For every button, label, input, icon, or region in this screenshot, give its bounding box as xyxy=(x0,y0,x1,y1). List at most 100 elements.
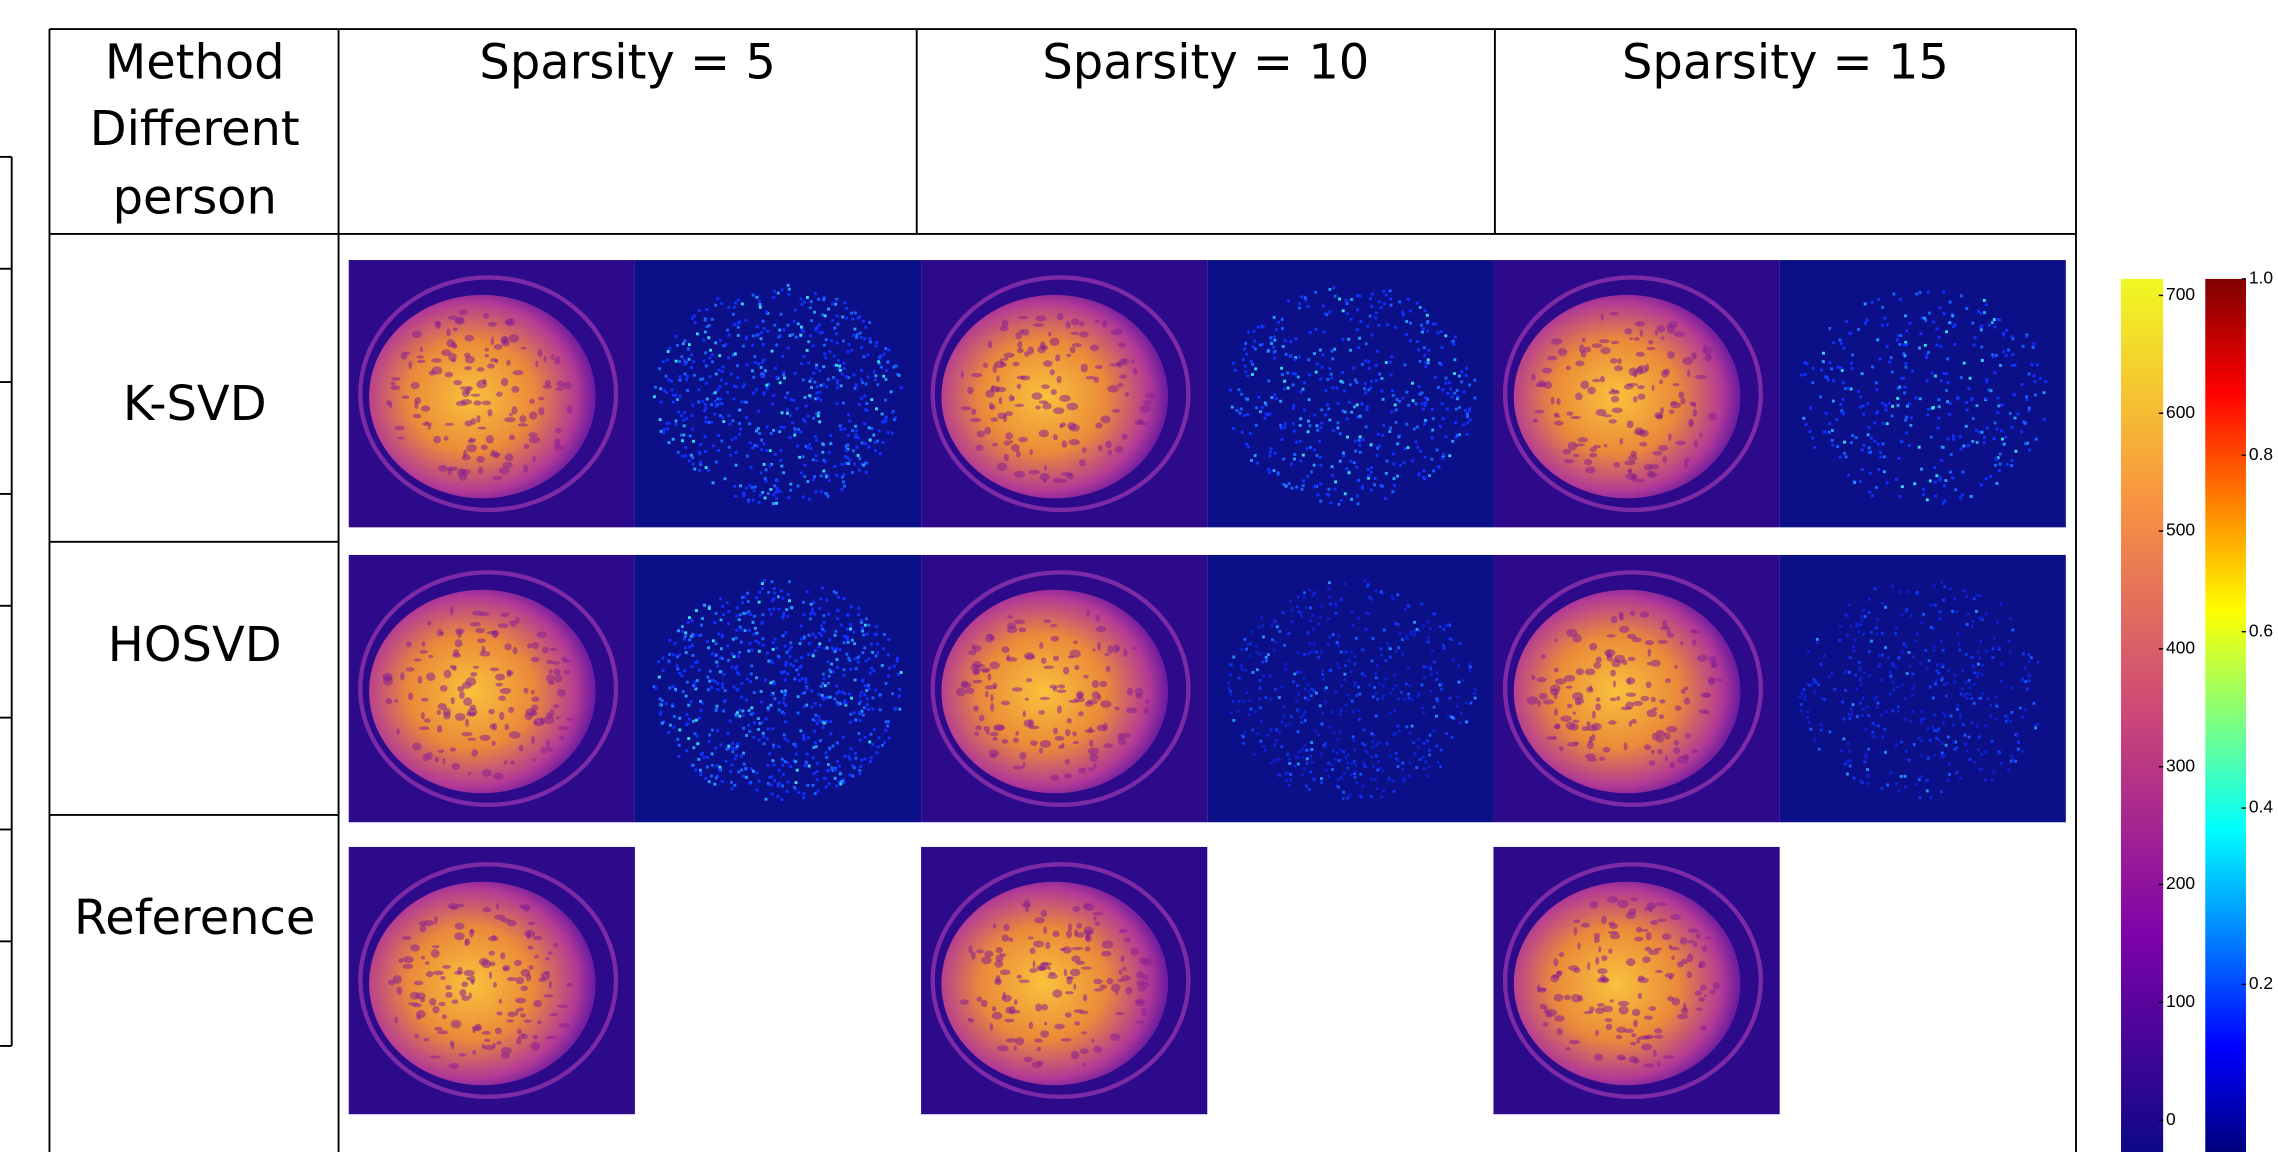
error-dot xyxy=(743,629,747,633)
error-dot xyxy=(1268,454,1272,458)
error-dot xyxy=(1370,380,1373,384)
error-dot xyxy=(1388,430,1392,433)
error-dot xyxy=(785,608,789,612)
error-dot xyxy=(1815,637,1819,641)
error-dot xyxy=(894,416,898,420)
error-dot xyxy=(1313,413,1317,417)
error-dot xyxy=(801,677,805,681)
texture xyxy=(1101,319,1108,328)
error-dot xyxy=(889,390,893,394)
error-dot xyxy=(805,763,809,767)
error-dot xyxy=(833,649,837,653)
error-dot xyxy=(1377,300,1381,304)
error-dot xyxy=(1958,716,1962,720)
error-dot xyxy=(818,420,822,424)
error-dot xyxy=(802,733,806,737)
error-dot xyxy=(699,442,702,446)
error-dot xyxy=(1328,418,1332,422)
error-dot xyxy=(755,325,759,329)
error-dot xyxy=(857,613,861,617)
texture xyxy=(543,715,555,725)
error-dot xyxy=(1248,699,1252,703)
error-dot xyxy=(777,768,781,772)
error-dot xyxy=(704,351,708,355)
error-dot xyxy=(1446,407,1449,411)
error-dot xyxy=(735,606,739,610)
error-dot xyxy=(725,601,729,605)
error-dot xyxy=(1295,708,1299,712)
error-dot xyxy=(1444,334,1448,338)
error-dot xyxy=(802,330,805,334)
error-dot xyxy=(741,601,744,605)
texture xyxy=(504,417,516,423)
texture xyxy=(394,1016,399,1024)
error-dot xyxy=(1850,361,1853,365)
error-dot xyxy=(687,737,691,740)
error-dot xyxy=(1282,483,1286,486)
error-dot xyxy=(765,386,769,390)
error-dot xyxy=(1850,441,1853,445)
error-dot xyxy=(1330,376,1334,380)
error-dot xyxy=(1850,366,1854,370)
texture xyxy=(1675,440,1687,446)
error-dot xyxy=(681,342,685,346)
texture xyxy=(1563,458,1575,464)
error-dot xyxy=(738,625,742,629)
texture xyxy=(1690,749,1700,754)
texture xyxy=(1093,978,1103,985)
error-dot xyxy=(872,669,876,673)
error-dot xyxy=(836,617,840,621)
texture xyxy=(1003,453,1009,462)
texture xyxy=(1013,619,1026,625)
error-dot xyxy=(1948,321,1951,325)
texture xyxy=(1052,930,1060,938)
tick-label: 0 xyxy=(2166,1109,2176,1129)
texture xyxy=(1594,1053,1603,1061)
texture xyxy=(1573,453,1580,458)
texture xyxy=(1052,477,1062,484)
error-dot xyxy=(758,431,761,435)
error-dot xyxy=(803,635,806,639)
error-dot xyxy=(846,456,850,460)
error-dot xyxy=(678,671,682,675)
error-dot xyxy=(1455,397,1459,401)
error-dot xyxy=(858,769,862,772)
error-dot xyxy=(741,713,745,717)
error-dot xyxy=(1926,413,1930,417)
texture xyxy=(992,736,998,741)
error-dot xyxy=(1917,778,1921,782)
texture xyxy=(452,327,459,332)
error-dot xyxy=(1848,717,1852,721)
texture xyxy=(527,945,534,950)
error-dot xyxy=(823,314,827,318)
error-dot xyxy=(812,746,816,749)
error-dot xyxy=(739,400,743,404)
error-dot xyxy=(1972,655,1976,659)
error-dot xyxy=(1289,715,1293,719)
error-dot xyxy=(814,713,818,717)
texture xyxy=(1626,469,1633,473)
error-dot xyxy=(832,590,836,594)
error-dot xyxy=(1977,671,1980,675)
error-dot xyxy=(768,752,772,756)
texture xyxy=(528,965,534,970)
error-dot xyxy=(1816,641,1819,645)
texture xyxy=(1584,668,1596,676)
error-dot xyxy=(898,707,902,711)
texture xyxy=(1014,1037,1025,1046)
texture xyxy=(1083,926,1094,934)
texture xyxy=(1088,747,1100,755)
skull-ring xyxy=(930,570,1191,807)
error-dot xyxy=(868,438,872,442)
error-dot xyxy=(807,633,811,637)
texture xyxy=(1560,715,1572,723)
error-dot xyxy=(830,646,834,650)
texture xyxy=(1542,1021,1549,1027)
error-dot xyxy=(1952,741,1956,744)
error-dot xyxy=(714,776,718,780)
error-dot xyxy=(1969,495,1973,498)
error-dot xyxy=(1252,752,1256,756)
error-dot xyxy=(1327,587,1331,591)
error-dot xyxy=(733,352,737,356)
error-dot xyxy=(1920,621,1924,625)
